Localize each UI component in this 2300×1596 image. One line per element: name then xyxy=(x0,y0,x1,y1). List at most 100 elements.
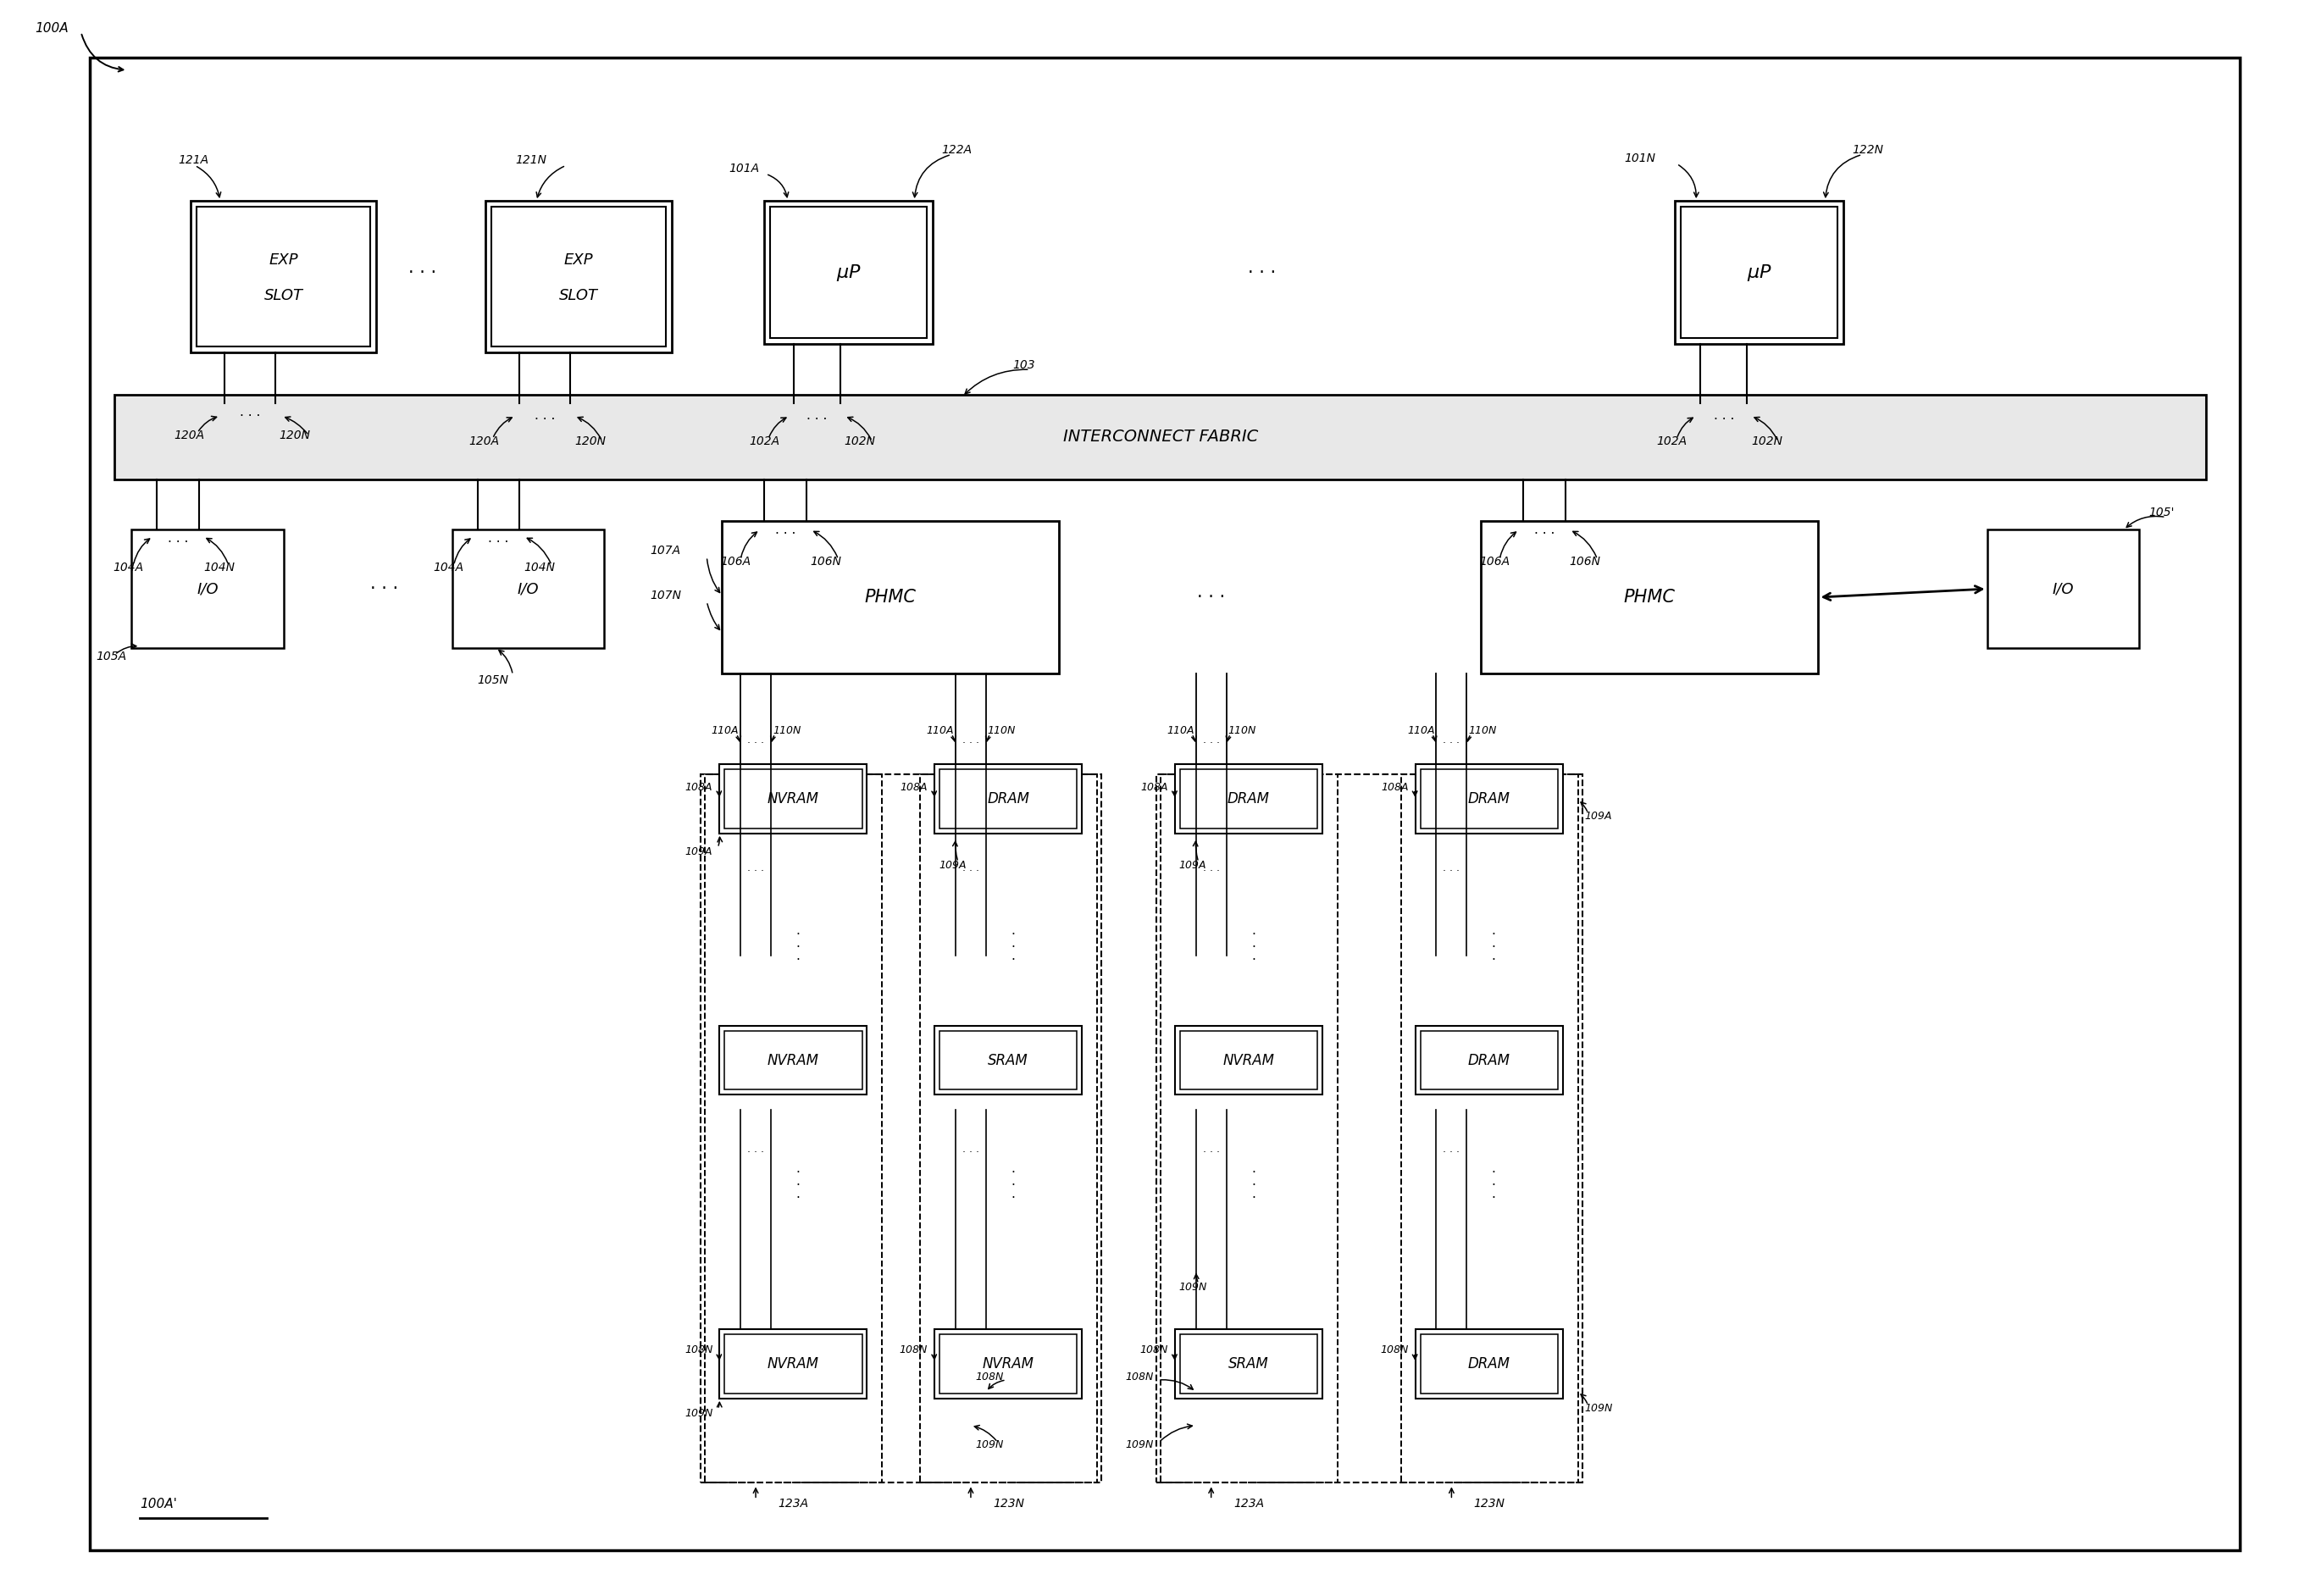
Text: EXP: EXP xyxy=(563,252,593,268)
Text: · · ·: · · · xyxy=(748,867,764,876)
Text: 108N: 108N xyxy=(1380,1344,1408,1355)
FancyBboxPatch shape xyxy=(196,207,370,346)
FancyBboxPatch shape xyxy=(115,394,2206,479)
FancyBboxPatch shape xyxy=(1681,207,1838,338)
FancyBboxPatch shape xyxy=(1180,1031,1318,1090)
Text: 107N: 107N xyxy=(651,589,681,602)
FancyBboxPatch shape xyxy=(1175,764,1322,833)
Text: · · ·: · · · xyxy=(805,413,826,426)
Text: 100A': 100A' xyxy=(140,1497,177,1510)
Text: 120N: 120N xyxy=(575,436,605,447)
Text: 105': 105' xyxy=(2148,508,2176,519)
Text: 109A: 109A xyxy=(938,860,966,871)
Text: ·
·
·: · · · xyxy=(1012,929,1014,966)
Text: 106A: 106A xyxy=(720,555,750,568)
Text: I/O: I/O xyxy=(518,581,538,597)
Text: PHMC: PHMC xyxy=(1624,589,1677,606)
FancyBboxPatch shape xyxy=(1421,1031,1557,1090)
Text: 109N: 109N xyxy=(1125,1440,1155,1451)
Text: 123A: 123A xyxy=(1233,1499,1265,1510)
FancyBboxPatch shape xyxy=(1175,1026,1322,1095)
Text: 102N: 102N xyxy=(1750,436,1783,447)
Text: 110A: 110A xyxy=(1408,725,1435,736)
FancyBboxPatch shape xyxy=(720,1026,867,1095)
Text: · · ·: · · · xyxy=(748,1146,764,1157)
Text: · · ·: · · · xyxy=(239,410,260,423)
Text: 110N: 110N xyxy=(987,725,1017,736)
Text: ·
·
·: · · · xyxy=(1012,1167,1014,1205)
Text: 108N: 108N xyxy=(899,1344,927,1355)
Text: 102N: 102N xyxy=(844,436,876,447)
Text: NVRAM: NVRAM xyxy=(768,1053,819,1068)
Text: $\mu$P: $\mu$P xyxy=(835,262,860,282)
FancyBboxPatch shape xyxy=(1180,1334,1318,1393)
Text: 123A: 123A xyxy=(777,1499,810,1510)
FancyBboxPatch shape xyxy=(1175,1329,1322,1398)
Text: 105A: 105A xyxy=(97,651,126,662)
Text: · · ·: · · · xyxy=(1203,1146,1219,1157)
Text: 109A: 109A xyxy=(1180,860,1208,871)
Text: ·
·
·: · · · xyxy=(1251,929,1256,966)
FancyBboxPatch shape xyxy=(191,201,377,353)
Text: I/O: I/O xyxy=(2052,581,2075,597)
FancyBboxPatch shape xyxy=(1421,1334,1557,1393)
Text: · · ·: · · · xyxy=(1203,737,1219,749)
FancyBboxPatch shape xyxy=(1414,1329,1562,1398)
Text: 106A: 106A xyxy=(1479,555,1511,568)
Text: · · ·: · · · xyxy=(168,536,189,549)
Text: 120N: 120N xyxy=(278,429,310,440)
Text: 106N: 106N xyxy=(810,555,842,568)
Text: 107A: 107A xyxy=(651,544,681,557)
Text: 108A: 108A xyxy=(1380,782,1408,793)
Text: 104A: 104A xyxy=(432,562,465,573)
Text: 123N: 123N xyxy=(1474,1499,1504,1510)
Text: ·
·
·: · · · xyxy=(1251,1167,1256,1205)
FancyBboxPatch shape xyxy=(941,769,1076,828)
Text: · · ·: · · · xyxy=(961,737,980,749)
Text: ·
·
·: · · · xyxy=(1493,1167,1495,1205)
Text: ·
·
·: · · · xyxy=(796,929,800,966)
FancyBboxPatch shape xyxy=(724,1334,862,1393)
Text: 110A: 110A xyxy=(1166,725,1194,736)
Text: · · ·: · · · xyxy=(488,536,508,549)
Text: 101N: 101N xyxy=(1624,153,1656,164)
Text: · · ·: · · · xyxy=(1442,1146,1460,1157)
Text: SLOT: SLOT xyxy=(264,287,304,303)
Text: DRAM: DRAM xyxy=(1467,1053,1511,1068)
FancyBboxPatch shape xyxy=(934,764,1081,833)
Text: · · ·: · · · xyxy=(1442,737,1460,749)
Text: NVRAM: NVRAM xyxy=(768,792,819,806)
FancyBboxPatch shape xyxy=(764,201,934,345)
Text: 109A: 109A xyxy=(685,846,713,857)
Text: DRAM: DRAM xyxy=(1228,792,1270,806)
FancyBboxPatch shape xyxy=(724,1031,862,1090)
FancyBboxPatch shape xyxy=(722,522,1060,674)
Text: ·
·
·: · · · xyxy=(1493,929,1495,966)
Text: 100A: 100A xyxy=(34,22,69,35)
Text: 108N: 108N xyxy=(685,1344,713,1355)
FancyBboxPatch shape xyxy=(1180,769,1318,828)
Text: NVRAM: NVRAM xyxy=(768,1357,819,1371)
Text: 108A: 108A xyxy=(899,782,927,793)
Text: DRAM: DRAM xyxy=(987,792,1030,806)
FancyBboxPatch shape xyxy=(131,530,283,648)
Text: NVRAM: NVRAM xyxy=(982,1357,1035,1371)
Text: 122A: 122A xyxy=(941,144,973,156)
Text: I/O: I/O xyxy=(198,581,218,597)
Text: 120A: 120A xyxy=(175,429,205,440)
Text: 121N: 121N xyxy=(515,155,547,166)
FancyBboxPatch shape xyxy=(720,1329,867,1398)
Text: 109N: 109N xyxy=(975,1440,1003,1451)
Text: 103: 103 xyxy=(1012,359,1035,372)
FancyBboxPatch shape xyxy=(485,201,672,353)
Text: 120A: 120A xyxy=(469,436,499,447)
Text: 122N: 122N xyxy=(1852,144,1884,156)
Text: · · ·: · · · xyxy=(961,867,980,876)
FancyBboxPatch shape xyxy=(720,764,867,833)
FancyBboxPatch shape xyxy=(1481,522,1819,674)
Text: · · ·: · · · xyxy=(409,263,437,281)
Text: · · ·: · · · xyxy=(534,413,554,426)
Text: 109N: 109N xyxy=(1180,1282,1208,1293)
Text: 110N: 110N xyxy=(1228,725,1256,736)
Text: 110A: 110A xyxy=(927,725,954,736)
